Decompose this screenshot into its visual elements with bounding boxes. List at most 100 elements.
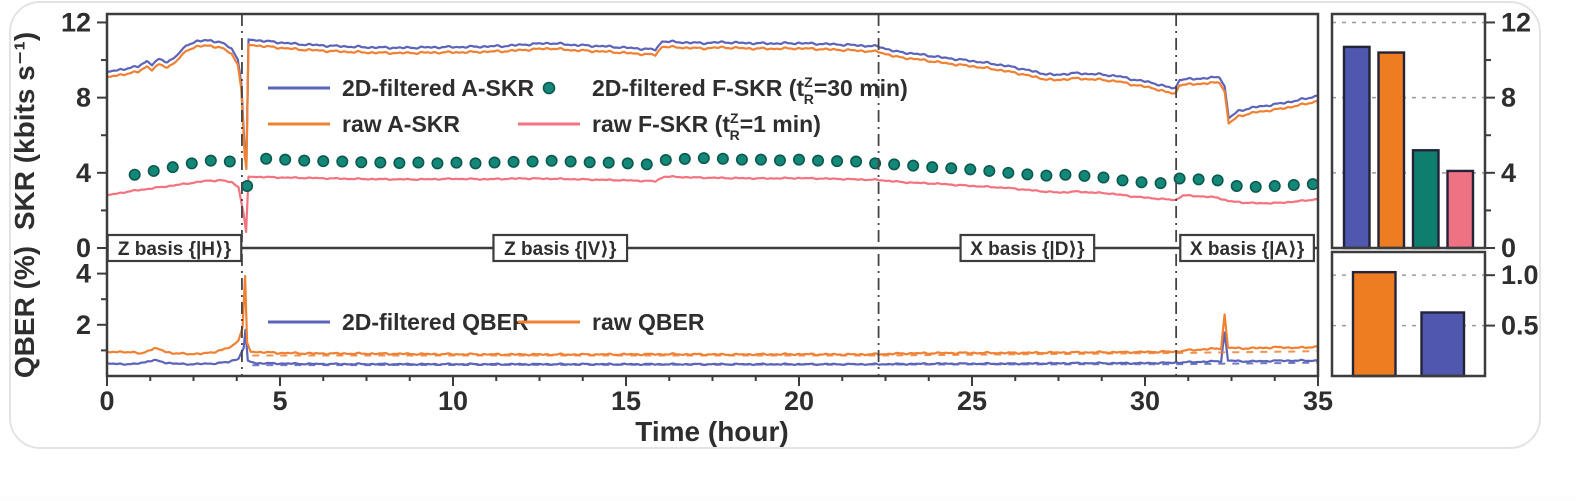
qber-bar-tick-label: 0.5 [1501,311,1539,341]
fskr-dot [488,156,501,169]
fskr-dot [241,179,254,192]
legend-label: 2D-filtered QBER [342,309,529,335]
skr-line-1 [107,43,1318,171]
fskr-dot [1116,174,1129,187]
legend-label-part: Z [730,110,739,126]
legend-label: raw QBER [592,309,705,335]
fskr-scatter-dots [128,152,1318,193]
fskr-dot [507,155,520,168]
basis-label-text: X basis {|D⟩} [970,239,1085,260]
fskr-dot [223,155,236,168]
basis-label-text: Z basis {|H⟩} [118,239,232,260]
fskr-dot [1059,168,1072,181]
fskr-dot [850,155,863,168]
fskr-dot [621,157,634,170]
fskr-dot [128,168,141,181]
fskr-dot [412,156,425,169]
x-tick-label: 30 [1130,386,1160,416]
fskr-dot [260,152,273,165]
skr-bar-3 [1446,169,1475,250]
legend-label-part: R [804,91,814,107]
fskr-dot [773,154,786,167]
fskr-dot [1306,178,1318,191]
legend-label-part: raw F-SKR (t [592,111,730,137]
fskr-dot [374,156,387,169]
fskr-dot [1192,173,1205,186]
legend-label: raw F-SKR (tZ R=1 min) [592,110,821,143]
skr-line-0 [107,38,1318,166]
x-tick-label: 15 [611,386,641,416]
fskr-dot [355,156,368,169]
skr-bar-tick-label: 0 [1501,233,1516,263]
fskr-dot [545,154,558,167]
qber-dashed-mean-0 [252,350,1318,357]
skr-bar-tick-label: 8 [1501,83,1516,113]
qber-bar-tick-label: 1.0 [1501,260,1539,290]
fskr-dot [431,157,444,170]
fskr-dot [1249,180,1262,193]
qber-bar-1 [1420,311,1466,378]
legend-label-part: =1 min) [740,111,821,137]
skr-line-2 [107,175,1318,234]
qber-tick-label: 2 [76,310,91,340]
fskr-dot [1211,174,1224,187]
fskr-dot [166,161,179,174]
fskr-dot [147,164,160,177]
skr-tick-label: 8 [76,83,91,113]
fskr-dot [450,156,463,169]
fskr-dot [907,159,920,172]
fskr-dot [792,153,805,166]
legend-label-part: 2D-filtered F-SKR (t [592,75,804,101]
fskr-dot [754,153,767,166]
skr-bar-tick-label: 4 [1501,158,1516,188]
x-tick-label: 20 [784,386,814,416]
skr-tick-label: 12 [61,7,91,37]
fskr-dot [602,156,615,169]
fskr-dot [1230,179,1243,192]
fskr-dot [659,154,672,167]
legend-label-part: =30 min) [814,75,908,101]
fskr-dot [1097,171,1110,184]
fskr-dot [678,152,691,165]
skr-bar-1 [1377,51,1406,250]
basis-label-box [1179,233,1315,263]
time-axis-title: Time (hour) [635,416,788,447]
fskr-dot [317,155,330,168]
fskr-dot [1040,169,1053,182]
fskr-dot [185,157,198,170]
legend-label-part: R [730,127,740,143]
fskr-dot [583,156,596,169]
x-tick-label: 35 [1303,386,1333,416]
skr-axis-title: SKR (kbits s⁻¹) [9,32,40,230]
fskr-dot [279,153,292,166]
legend-label: 2D-filtered F-SKR (tZ R=30 min) [592,74,908,107]
qber-bar-0 [1351,270,1397,378]
skr-bar-frame [1330,12,1487,250]
fskr-dot [298,154,311,167]
legend-label-part: Z [804,74,813,90]
fskr-dot [204,154,217,167]
qber-line-1 [107,275,1318,357]
fskr-dot [964,163,977,176]
basis-label-box [106,233,243,263]
x-tick-label: 0 [99,386,114,416]
fskr-dot [526,155,539,168]
fskr-dot [1268,179,1281,192]
qber-line-0 [107,328,1318,367]
skr-tick-label: 0 [76,233,91,263]
fskr-dot [1154,177,1167,190]
fskr-dot [564,155,577,168]
fskr-dot [697,152,710,165]
fskr-dot [1287,179,1300,192]
time-series-lines [107,38,1318,367]
fskr-dot [1002,166,1015,179]
fskr-dot [831,155,844,168]
fskr-dot [812,154,825,167]
x-tick-label: 5 [272,386,287,416]
skr-bar-0 [1342,45,1371,250]
basis-region-labels: Z basis {|H⟩} Z basis {|V⟩} X basis {|D⟩} X… [106,233,1315,263]
fskr-dot [716,152,729,165]
basis-label-box [959,233,1096,263]
